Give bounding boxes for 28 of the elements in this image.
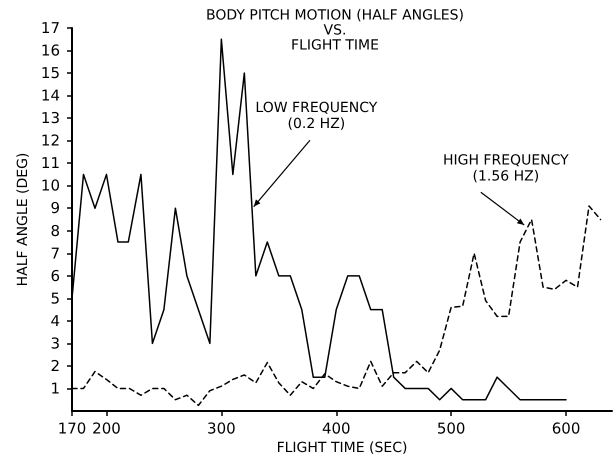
y-tick-label: 17 [40, 19, 60, 37]
x-tick-label: 200 [92, 420, 121, 438]
y-tick-label: 4 [50, 312, 60, 330]
y-tick-label: 7 [50, 244, 60, 262]
y-tick-label: 2 [50, 356, 60, 375]
y-tick-label: 16 [40, 42, 60, 60]
y-tick-label: 9 [50, 199, 60, 218]
y-tick-label: 12 [40, 132, 60, 150]
y-tick-label: 6 [50, 266, 60, 285]
x-tick-label: 400 [322, 420, 351, 438]
y-tick-label: 14 [40, 86, 60, 105]
x-tick-label: 500 [436, 420, 466, 438]
y-tick-label: 15 [40, 64, 60, 82]
y-tick-label: 1 [50, 379, 60, 398]
chart-title: BODY PITCH MOTION (HALF ANGLES) VS. FLIGHT TIME [206, 8, 464, 54]
y-tick-label: 8 [50, 222, 60, 240]
annotation: HIGH FREQUENCY (1.56 HZ) [442, 152, 570, 184]
x-tick-label: 300 [207, 420, 236, 438]
y-tick-label: 10 [40, 176, 60, 195]
x-axis-title: FLIGHT TIME (SEC) [276, 440, 408, 456]
x-tick-label: 600 [552, 420, 580, 438]
y-tick-label: 13 [40, 109, 60, 128]
annotation: LOW FREQUENCY (0.2 HZ) [255, 100, 378, 132]
y-axis-title: HALF ANGLE (DEG) [15, 152, 31, 286]
y-tick-label: 5 [50, 289, 60, 308]
x-tick-label: 170 [58, 420, 86, 438]
y-tick-label: 3 [50, 334, 60, 352]
y-tick-label: 11 [40, 154, 60, 172]
